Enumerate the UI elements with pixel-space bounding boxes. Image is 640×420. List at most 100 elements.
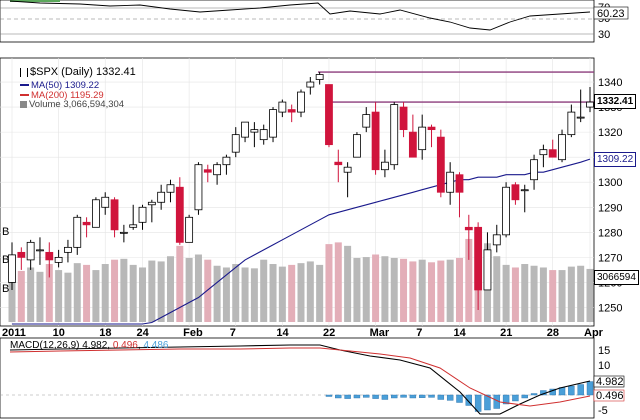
volume-bar (213, 265, 221, 322)
candle-body (455, 174, 464, 193)
volume-bar (260, 259, 268, 322)
x-tick-label: 22 (323, 327, 335, 339)
macd-hist-bar (484, 394, 491, 411)
macd-hist-bar (465, 394, 473, 406)
candle-body (241, 121, 249, 138)
volume-bar (577, 265, 585, 322)
candle-body (287, 109, 296, 113)
candle-body (250, 129, 259, 133)
volume-bar (241, 267, 249, 322)
volume-bar (204, 259, 212, 322)
candle-body (82, 221, 91, 226)
signal-value: 0.496 (112, 340, 138, 351)
candle-body (203, 169, 212, 173)
volume-bar (17, 270, 25, 322)
volume-bar (493, 256, 501, 322)
signal-tag-bg (593, 389, 625, 402)
x-tick-label: 18 (99, 327, 111, 339)
candle-body (119, 231, 128, 234)
candle-body (464, 226, 473, 231)
candle-body (343, 166, 352, 173)
volume-tag: 3066594 (594, 270, 639, 285)
rsi-value-tag-bg (593, 6, 629, 20)
volume-bar (325, 244, 333, 322)
volume-bars (8, 238, 594, 322)
candle-body (185, 216, 194, 243)
volume-bar (55, 270, 63, 322)
macd-hist-bar (418, 394, 426, 398)
macd-hist-bar (577, 384, 584, 396)
candle-body (408, 131, 417, 158)
volume-bar (232, 264, 240, 322)
ma50-line (12, 158, 591, 325)
volume-bar (45, 264, 53, 322)
volume-bar (567, 266, 575, 322)
volume-bar (278, 266, 286, 322)
x-tick-label: 2011 (2, 327, 26, 339)
volume-bar (194, 254, 202, 322)
candle-body (325, 84, 333, 146)
volume-bar (455, 257, 463, 322)
volume-bar (353, 257, 361, 322)
candle-body (26, 241, 35, 261)
candle-body (213, 164, 221, 176)
candle-body (73, 216, 82, 248)
volume-bar (120, 258, 128, 322)
macd-hist-bar (325, 394, 333, 397)
volume-bar (372, 254, 380, 322)
macd-tag-bg (593, 375, 625, 388)
volume-bar (83, 264, 91, 322)
candle-body (166, 184, 175, 193)
volume-bar (390, 257, 398, 322)
x-tick-label: 24 (137, 327, 150, 339)
candle-body (269, 109, 277, 138)
volume-bar (185, 257, 193, 322)
volume-bar (129, 264, 137, 322)
volume-bar (381, 256, 389, 322)
volume-bar (437, 260, 445, 322)
volume-bar (297, 263, 305, 322)
candle-body (64, 246, 72, 253)
y-tick-label: 1340 (598, 77, 622, 89)
bars-icon (20, 67, 28, 77)
ma200-legend: MA(200) 1195.29 (20, 90, 104, 101)
signal-tag: 0.496 (596, 390, 624, 402)
x-tick-label: Feb (183, 327, 203, 339)
candle-body (511, 184, 520, 201)
chart-title: $SPX (Daily) 1332.41 (20, 66, 136, 78)
x-tick-label: 7 (230, 327, 236, 339)
candle-body (138, 206, 147, 223)
macd-hist-bar (335, 394, 342, 399)
candle-body (17, 251, 26, 258)
candle-body (548, 149, 557, 158)
x-tick-label: 10 (53, 327, 65, 339)
candle-body (259, 129, 268, 141)
candle-body (399, 106, 408, 131)
volume-bar (250, 268, 258, 322)
volume-bar (316, 264, 324, 322)
volume-bar (465, 238, 473, 322)
candle-body (381, 161, 389, 171)
candle-body (539, 149, 548, 156)
volume-bar (111, 259, 119, 322)
hist-value: 4.486 (143, 340, 169, 351)
moving-averages (12, 158, 591, 325)
rsi-panel-frame (0, 0, 595, 43)
candle-body (334, 161, 343, 166)
macd-hist-bar (409, 394, 417, 399)
candle-body (157, 191, 166, 203)
candle-body (129, 224, 138, 228)
ma50-tag: 1309.22 (594, 152, 637, 167)
last-price-tag: 1332.41 (594, 94, 637, 109)
macd-hist-bar (446, 394, 454, 401)
volume-bar (362, 257, 370, 322)
ma50-swatch (20, 84, 29, 87)
volume-bar (344, 245, 352, 322)
candle-body (8, 254, 16, 283)
volume-bar (334, 242, 342, 322)
x-tick-label: Mar (370, 327, 390, 339)
volume-tick-label: B (2, 283, 9, 295)
resistance-lines (318, 71, 594, 103)
volume-bar (166, 256, 174, 322)
